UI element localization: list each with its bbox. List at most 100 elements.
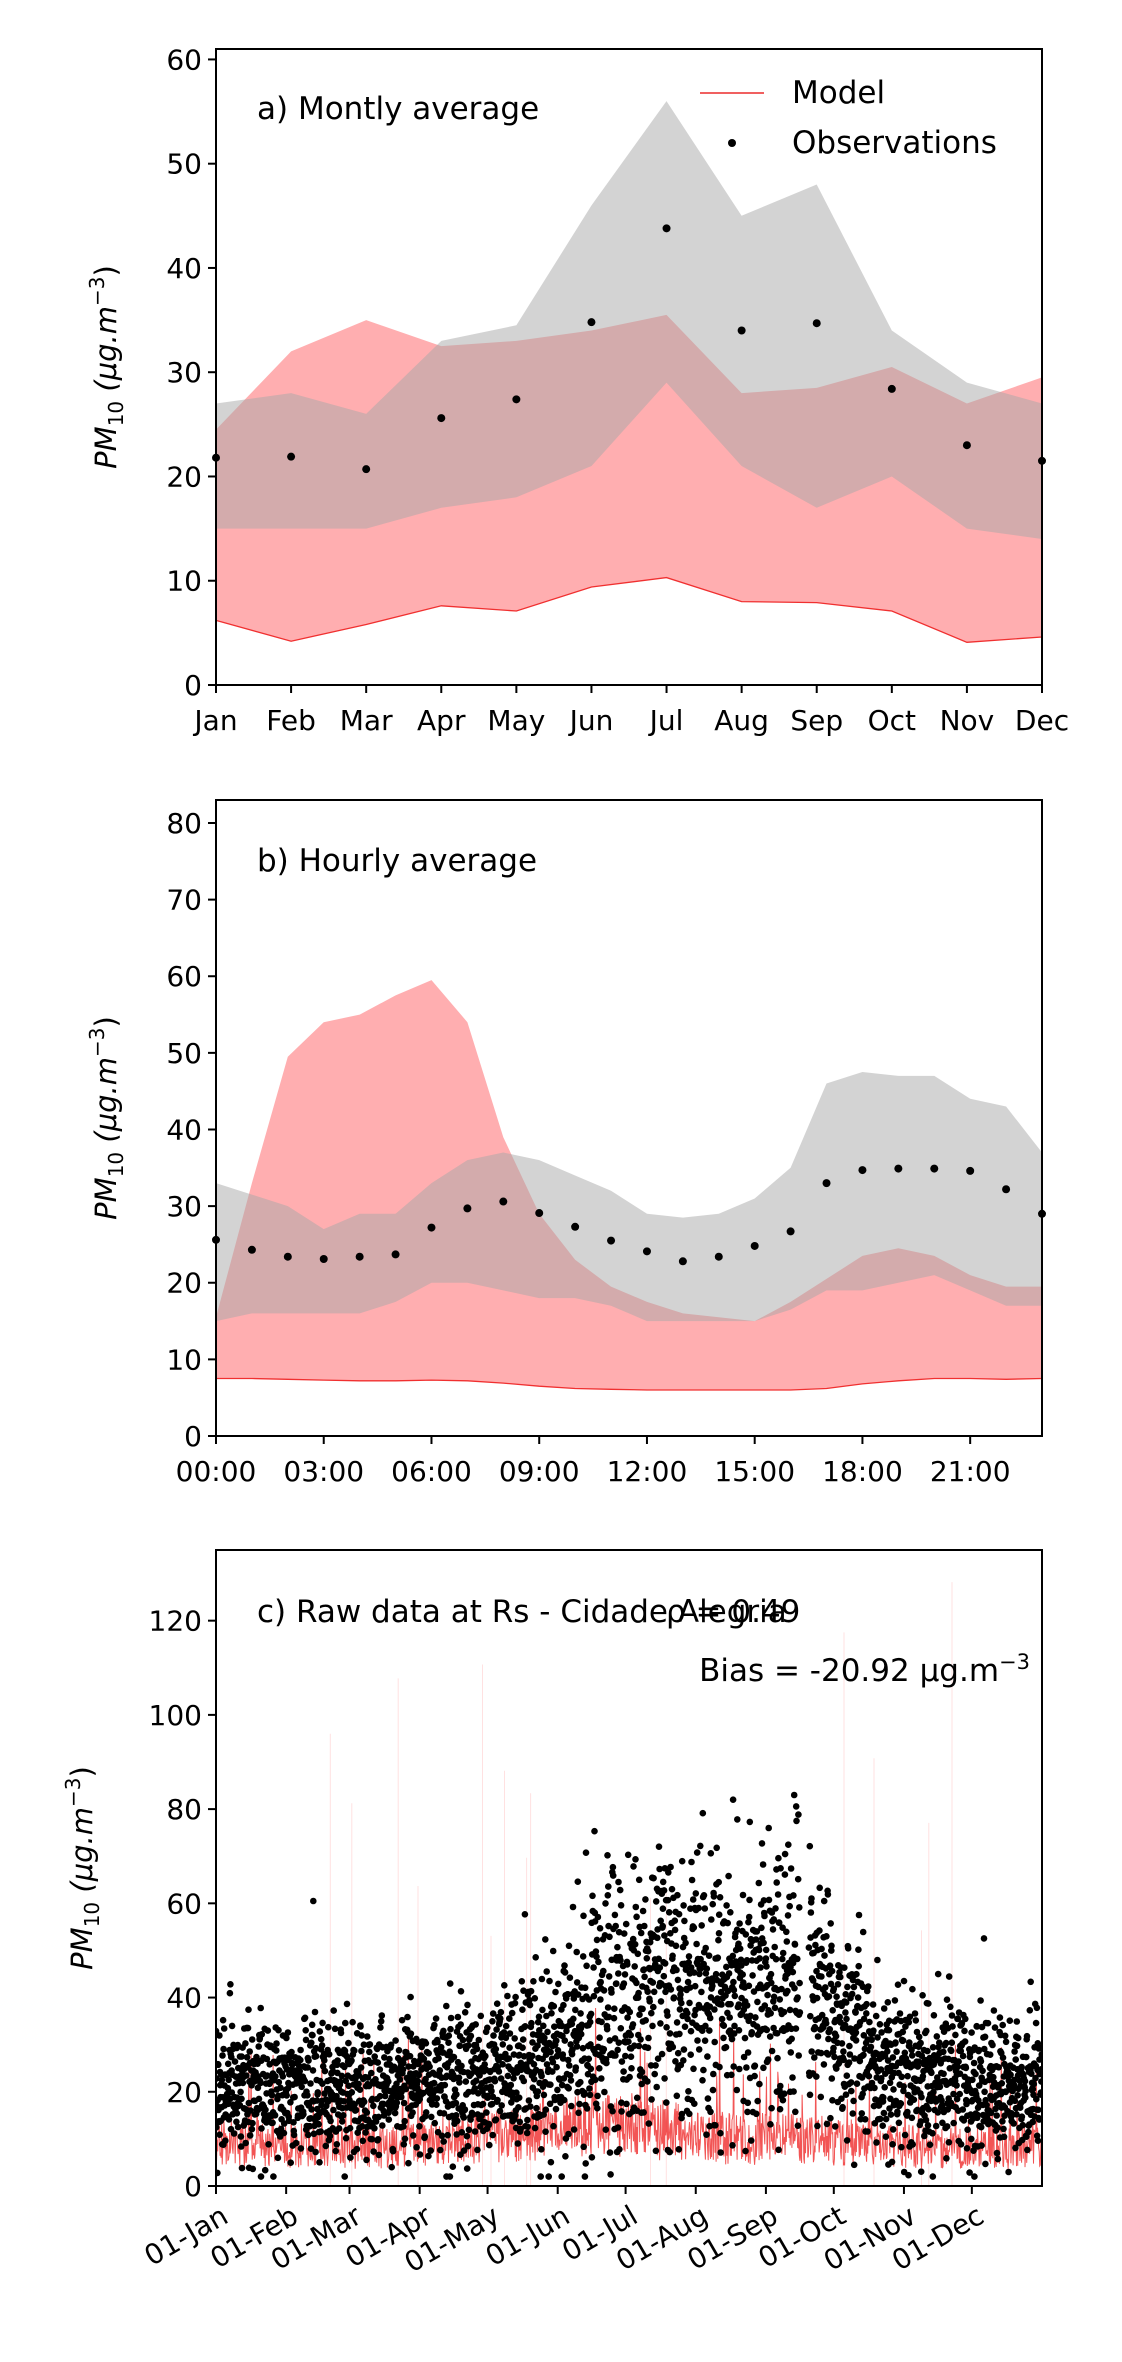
observation-point: [481, 2061, 489, 2068]
observation-point: [660, 1887, 668, 1894]
observation-point: [592, 1948, 600, 1955]
observation-point: [880, 2005, 888, 2012]
observation-point: [865, 2072, 873, 2080]
legend-observations-label: Observations: [792, 125, 997, 161]
observation-point: [926, 2141, 934, 2148]
observation-point: [999, 2021, 1006, 2029]
observation-point: [940, 2070, 947, 2078]
observation-point: [495, 2068, 503, 2075]
observation-point: [302, 2027, 310, 2034]
observation-point: [859, 2090, 866, 2098]
observation-point: [440, 2110, 448, 2117]
observation-point: [898, 2143, 905, 2151]
observation-point: [841, 2021, 849, 2029]
observation-point: [614, 1943, 621, 1951]
observation-point: [983, 2101, 990, 2109]
observation-point: [488, 2087, 495, 2095]
observation-point: [827, 1980, 835, 1988]
observation-point: [492, 2045, 500, 2053]
observation-point: [508, 2009, 516, 2017]
observation-point: [842, 1999, 850, 2006]
observation-point: [258, 2125, 265, 2132]
observation-point: [1032, 2074, 1039, 2082]
observation-point: [242, 2139, 249, 2147]
observation-point: [888, 2158, 896, 2166]
observation-point: [994, 2124, 1001, 2131]
observation-point: [992, 2105, 999, 2113]
observation-point: [876, 2115, 884, 2123]
observation-point: [808, 1895, 815, 1902]
observation-point: [671, 1917, 679, 1924]
observation-point: [572, 2006, 579, 2014]
observation-point: [243, 2054, 251, 2061]
observation-range-band: [216, 1072, 1042, 1322]
observation-point: [1034, 2137, 1042, 2144]
observation-point: [778, 1985, 785, 1993]
panel-c-ytick-label: 40: [166, 1982, 202, 2015]
observation-point: [497, 2008, 505, 2016]
observation-point: [1000, 2133, 1008, 2141]
observation-point: [678, 1257, 687, 1266]
observation-point: [897, 2100, 905, 2107]
observation-point: [611, 2005, 618, 2012]
observation-point: [794, 1875, 802, 1883]
observation-point: [588, 2154, 596, 2161]
observation-point: [515, 2104, 522, 2111]
observation-point: [852, 2037, 860, 2044]
observation-point: [868, 2036, 875, 2044]
observation-point: [840, 2056, 847, 2064]
observation-point: [427, 2147, 435, 2154]
observation-point: [747, 2012, 754, 2020]
observation-point: [531, 2124, 539, 2132]
observation-point: [849, 2110, 857, 2117]
observation-point: [644, 2078, 651, 2085]
observation-point: [520, 2053, 528, 2060]
observation-point: [300, 2111, 307, 2118]
observation-point: [398, 2016, 406, 2024]
observation-point: [919, 1992, 926, 1999]
observation-point: [735, 2001, 743, 2008]
observation-point: [774, 1891, 782, 1898]
observation-point: [234, 2123, 242, 2131]
observation-point: [648, 2096, 655, 2103]
observation-point: [1007, 2071, 1014, 2079]
observation-point: [790, 1892, 797, 1899]
observation-point: [980, 1935, 988, 1942]
observation-point: [1013, 2018, 1021, 2025]
observation-point: [968, 2135, 975, 2143]
observation-point: [544, 2028, 551, 2036]
observation-point: [287, 2159, 295, 2166]
observation-point: [374, 2136, 382, 2143]
observation-point: [485, 2120, 493, 2128]
observation-point: [741, 2034, 749, 2042]
observation-point: [949, 2023, 956, 2030]
observation-point: [600, 2045, 608, 2053]
observation-point: [523, 2129, 531, 2137]
observation-point: [863, 2010, 870, 2017]
observation-point: [272, 2073, 279, 2080]
observation-point: [987, 2109, 995, 2117]
observation-point: [477, 2012, 485, 2020]
observation-point: [641, 1922, 648, 1930]
observation-point: [575, 2109, 582, 2117]
observation-point: [836, 2013, 843, 2021]
observation-point: [637, 1929, 645, 1937]
observation-point: [726, 2014, 733, 2021]
observation-point: [851, 2055, 858, 2062]
observation-point: [220, 2045, 227, 2053]
observation-point: [654, 1934, 661, 1942]
observation-point: [917, 2168, 925, 2175]
observation-point: [615, 1928, 623, 1936]
observation-point: [348, 2057, 355, 2064]
observation-point: [809, 1977, 817, 1984]
observation-point: [855, 1962, 862, 1970]
observation-point: [527, 1987, 535, 1995]
observation-point: [674, 2049, 682, 2057]
observation-point: [447, 2025, 454, 2033]
observation-point: [820, 1897, 828, 1905]
observation-point: [684, 1978, 692, 1986]
observation-point: [729, 1796, 737, 1803]
observation-point: [755, 1879, 763, 1887]
observation-point: [420, 2055, 428, 2063]
